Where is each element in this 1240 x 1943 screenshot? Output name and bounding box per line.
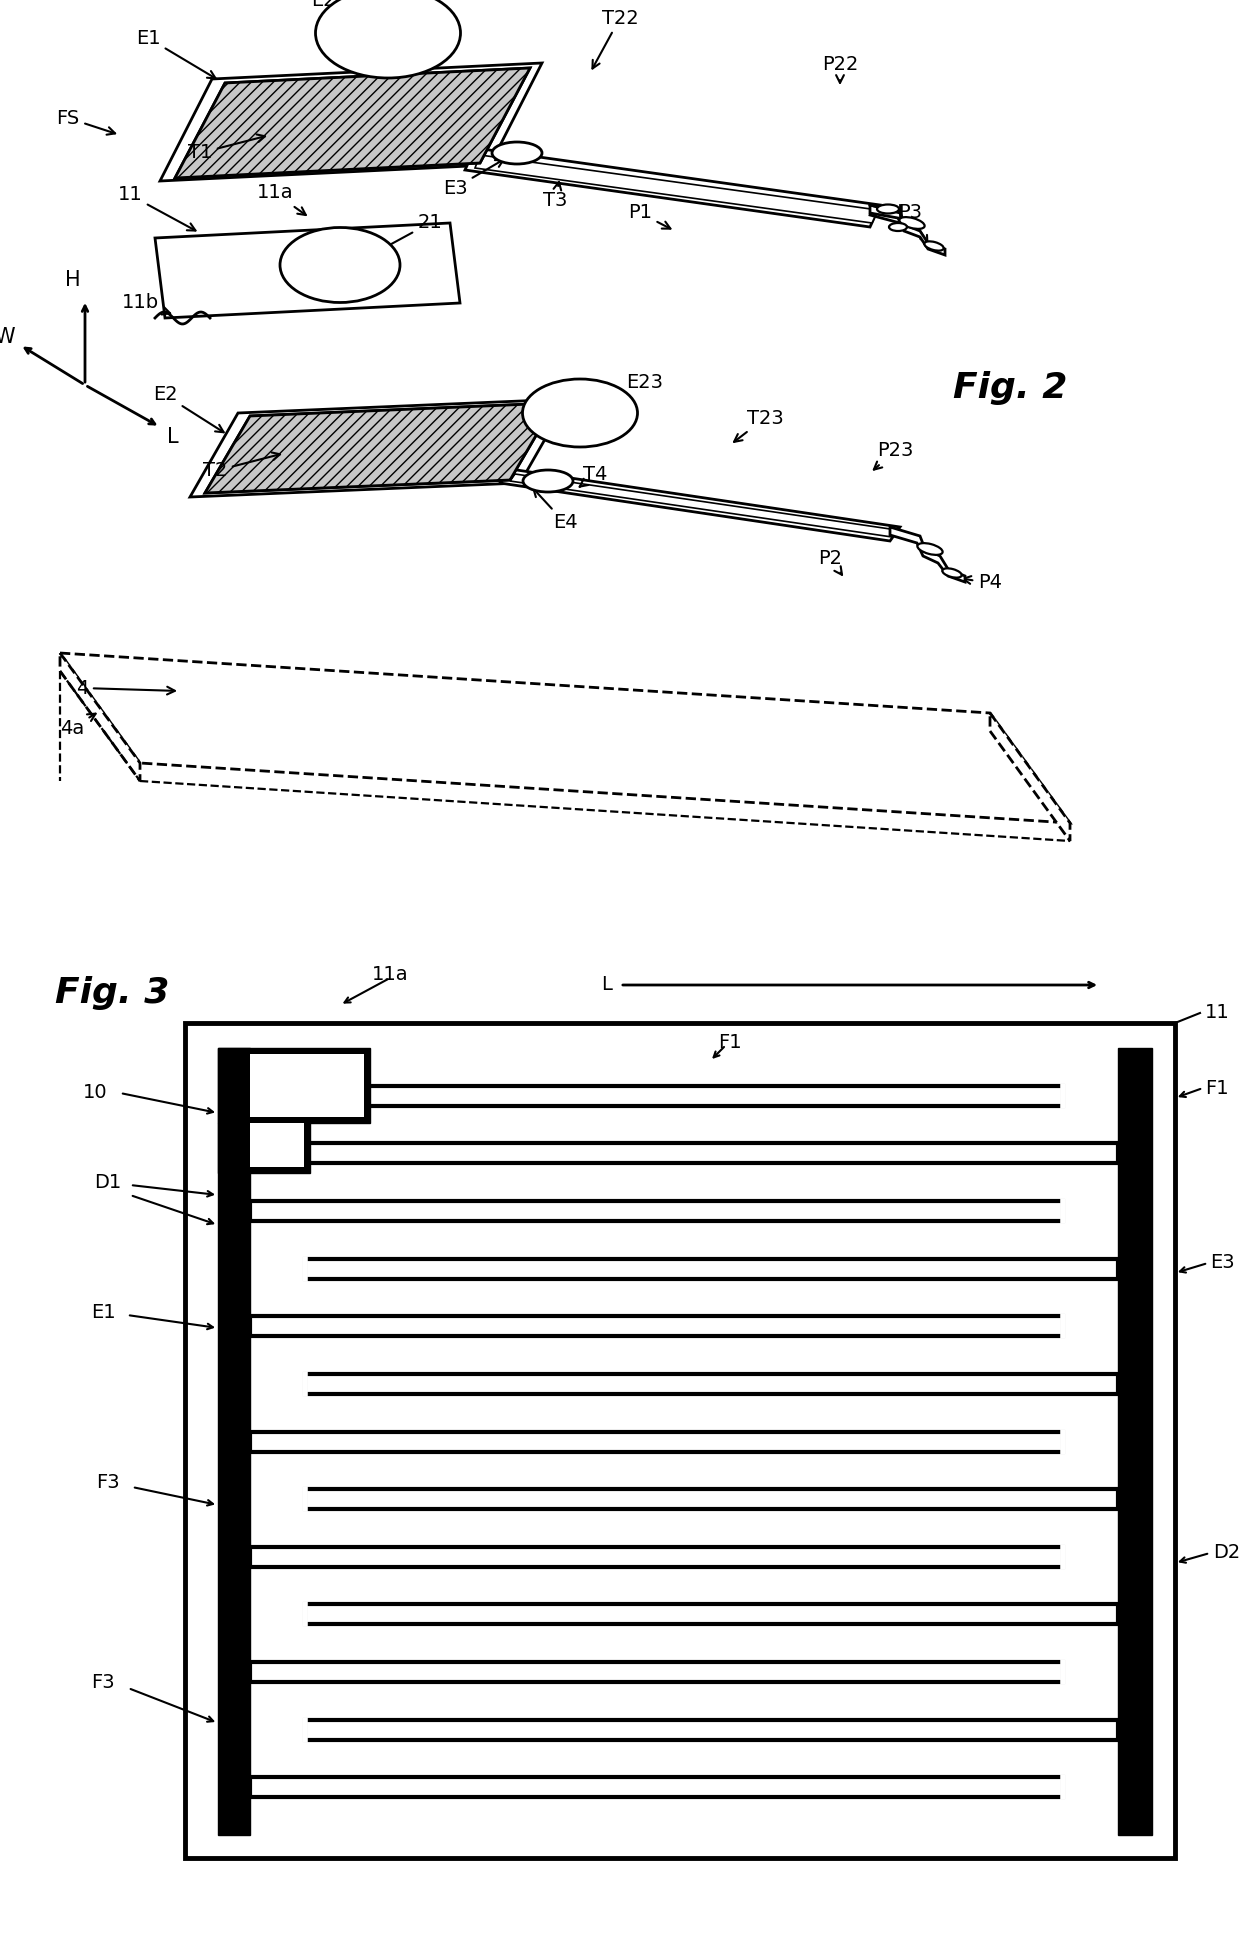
Text: 21: 21 bbox=[365, 214, 443, 258]
Text: 11: 11 bbox=[118, 185, 196, 231]
Polygon shape bbox=[465, 148, 880, 227]
Polygon shape bbox=[160, 62, 542, 181]
Ellipse shape bbox=[522, 379, 637, 447]
Text: P3: P3 bbox=[898, 204, 928, 243]
Text: H: H bbox=[66, 270, 81, 290]
Text: E2: E2 bbox=[153, 385, 223, 431]
Text: F3: F3 bbox=[92, 1673, 115, 1692]
Polygon shape bbox=[205, 402, 556, 494]
Bar bbox=[185, 1024, 1176, 1858]
Polygon shape bbox=[990, 713, 1070, 841]
Text: F1: F1 bbox=[718, 1034, 742, 1053]
Ellipse shape bbox=[942, 569, 962, 577]
Text: 11b: 11b bbox=[122, 293, 170, 315]
Text: P22: P22 bbox=[822, 56, 858, 84]
Ellipse shape bbox=[315, 0, 460, 78]
Text: E4: E4 bbox=[533, 490, 578, 532]
Text: E23: E23 bbox=[609, 373, 663, 406]
Bar bbox=[305, 1142, 1118, 1164]
Text: Fig. 2: Fig. 2 bbox=[952, 371, 1068, 404]
Polygon shape bbox=[60, 653, 1070, 824]
Text: L: L bbox=[167, 427, 179, 447]
Ellipse shape bbox=[918, 544, 942, 556]
Polygon shape bbox=[250, 1053, 365, 1117]
Text: P2: P2 bbox=[818, 548, 842, 575]
Text: D1: D1 bbox=[94, 1174, 122, 1193]
Text: E1: E1 bbox=[91, 1304, 115, 1323]
Text: 4a: 4a bbox=[60, 713, 95, 738]
Ellipse shape bbox=[280, 227, 401, 303]
Polygon shape bbox=[218, 1047, 370, 1123]
Bar bbox=[305, 1488, 1118, 1510]
Text: T23: T23 bbox=[734, 408, 784, 441]
Text: E1: E1 bbox=[135, 29, 216, 78]
Bar bbox=[250, 1432, 1063, 1451]
Text: F1: F1 bbox=[1205, 1078, 1229, 1098]
Bar bbox=[305, 1720, 1118, 1739]
Polygon shape bbox=[190, 398, 568, 497]
Text: 11: 11 bbox=[1205, 1003, 1230, 1022]
Text: P1: P1 bbox=[627, 204, 671, 229]
Ellipse shape bbox=[899, 218, 925, 229]
Bar bbox=[250, 1315, 1063, 1337]
Text: F3: F3 bbox=[97, 1473, 120, 1492]
Bar bbox=[305, 1605, 1118, 1624]
Text: 11a: 11a bbox=[257, 183, 306, 216]
Text: T22: T22 bbox=[593, 8, 639, 68]
Text: Fig. 3: Fig. 3 bbox=[55, 975, 170, 1010]
Text: L: L bbox=[601, 975, 613, 995]
Polygon shape bbox=[175, 68, 529, 179]
Bar bbox=[305, 1259, 1118, 1278]
Bar bbox=[250, 1201, 1063, 1220]
Text: FS: FS bbox=[56, 109, 115, 134]
Ellipse shape bbox=[924, 241, 944, 251]
Bar bbox=[1118, 1047, 1152, 1834]
Text: P23: P23 bbox=[874, 441, 913, 470]
Text: T4: T4 bbox=[579, 466, 608, 488]
Text: 10: 10 bbox=[83, 1084, 108, 1102]
Ellipse shape bbox=[877, 204, 899, 214]
Bar bbox=[250, 1086, 1063, 1106]
Ellipse shape bbox=[523, 470, 573, 492]
Ellipse shape bbox=[889, 223, 906, 231]
Text: E3: E3 bbox=[443, 159, 503, 198]
Polygon shape bbox=[890, 527, 965, 583]
Polygon shape bbox=[250, 1123, 304, 1168]
Text: E3: E3 bbox=[1210, 1253, 1235, 1273]
Bar bbox=[218, 1047, 250, 1834]
Polygon shape bbox=[510, 474, 897, 536]
Text: T1: T1 bbox=[187, 134, 265, 163]
Polygon shape bbox=[175, 68, 529, 179]
Bar bbox=[305, 1374, 1118, 1393]
Ellipse shape bbox=[492, 142, 542, 163]
Text: E22: E22 bbox=[311, 0, 356, 27]
Polygon shape bbox=[500, 468, 900, 540]
Text: T2: T2 bbox=[203, 453, 280, 480]
Polygon shape bbox=[218, 1123, 310, 1174]
Text: P4: P4 bbox=[963, 573, 1002, 593]
Polygon shape bbox=[155, 223, 460, 319]
Bar bbox=[250, 1778, 1063, 1797]
Text: T3: T3 bbox=[543, 183, 567, 210]
Text: D2: D2 bbox=[1213, 1543, 1240, 1562]
Polygon shape bbox=[475, 155, 878, 223]
Bar bbox=[250, 1661, 1063, 1683]
Polygon shape bbox=[205, 402, 556, 494]
Polygon shape bbox=[60, 653, 140, 781]
Text: W: W bbox=[0, 326, 15, 348]
Polygon shape bbox=[870, 206, 945, 255]
Text: 11a: 11a bbox=[372, 966, 408, 985]
Text: 4: 4 bbox=[76, 678, 175, 698]
Bar bbox=[250, 1547, 1063, 1566]
